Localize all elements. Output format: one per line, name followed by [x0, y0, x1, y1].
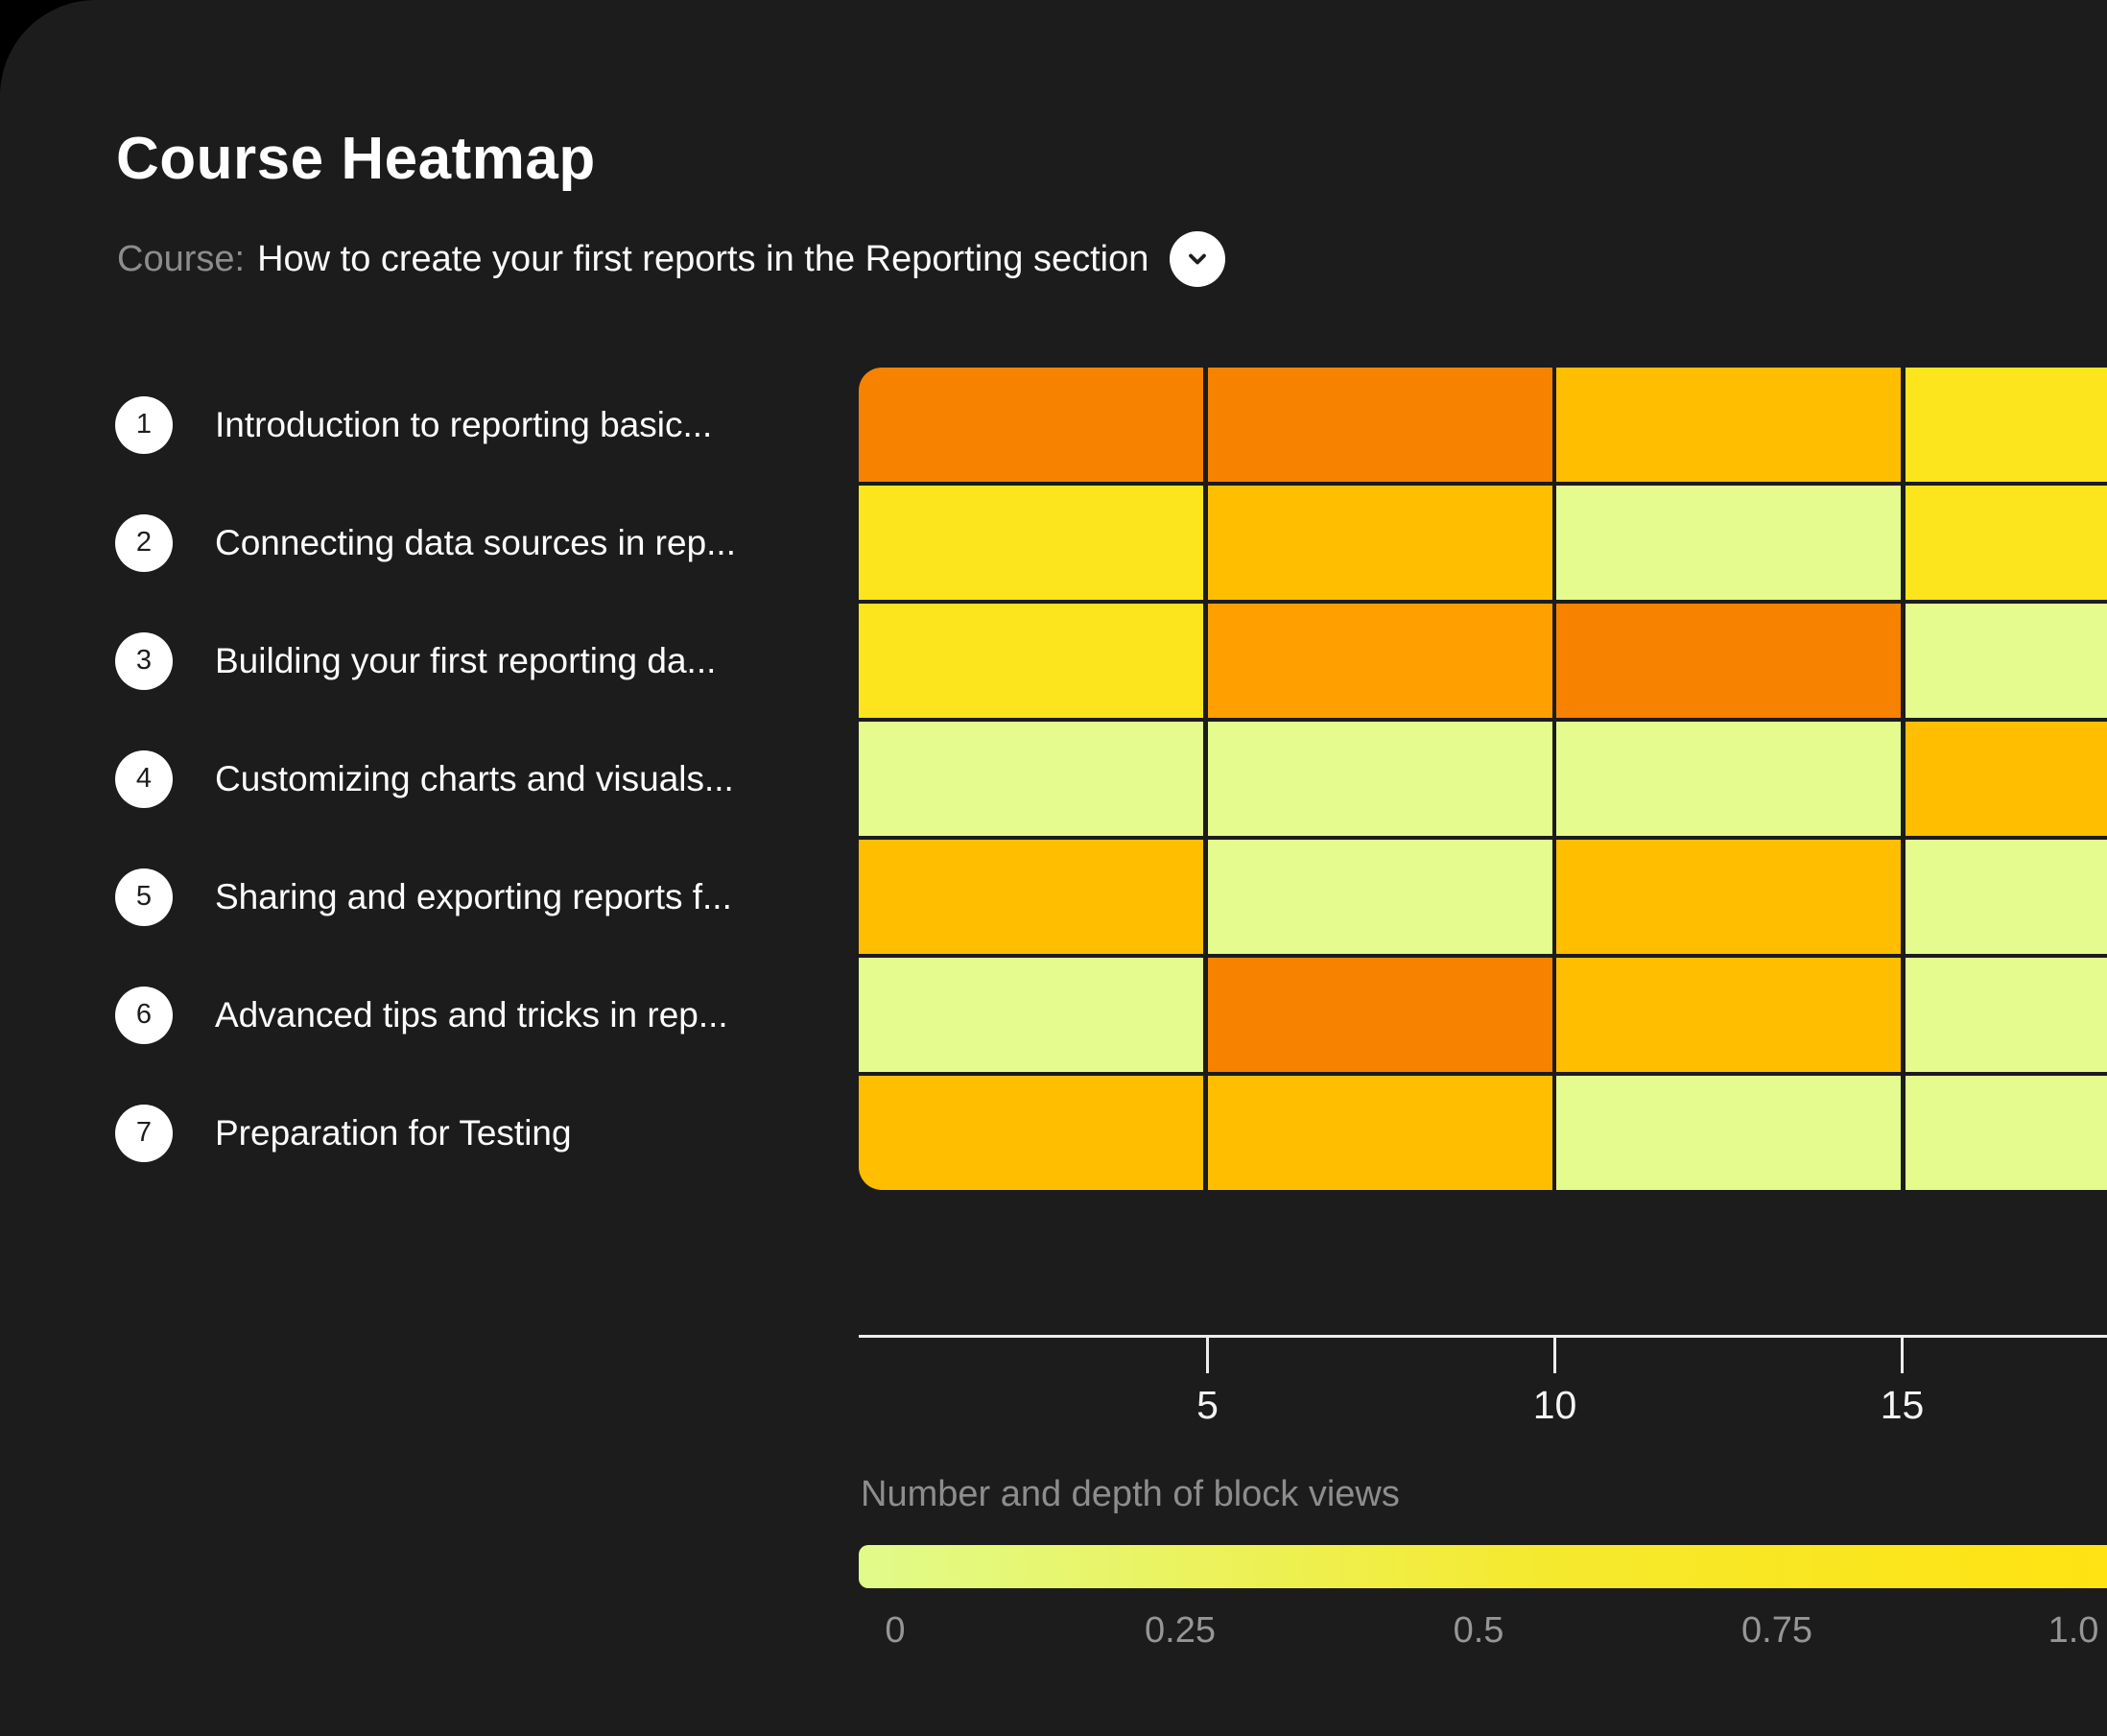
- heatmap-cell-r2-c2[interactable]: [1207, 486, 1552, 600]
- module-title: Preparation for Testing: [215, 1112, 572, 1153]
- heatmap-cell-r5-c2[interactable]: [1207, 840, 1552, 954]
- module-item-3[interactable]: 3 Building your first reporting da...: [115, 602, 806, 720]
- module-item-1[interactable]: 1 Introduction to reporting basic...: [115, 366, 806, 484]
- heatmap-cell-r3-c4[interactable]: [1905, 604, 2107, 718]
- heatmap-cell-r3-c3[interactable]: [1556, 604, 1901, 718]
- chevron-down-icon: [1184, 246, 1211, 273]
- heatmap-cell-r6-c1[interactable]: [859, 958, 1203, 1072]
- module-title: Connecting data sources in rep...: [215, 522, 736, 562]
- module-number-badge: 5: [115, 868, 173, 926]
- heatmap-cell-r7-c3[interactable]: [1556, 1076, 1901, 1190]
- heatmap-cell-r4-c4[interactable]: [1905, 722, 2107, 836]
- module-title: Introduction to reporting basic...: [215, 404, 713, 444]
- x-axis-tick: [1901, 1338, 1904, 1373]
- course-selector: Course: How to create your first reports…: [117, 230, 1226, 288]
- module-item-4[interactable]: 4 Customizing charts and visuals...: [115, 720, 806, 838]
- module-item-5[interactable]: 5 Sharing and exporting reports f...: [115, 838, 806, 956]
- x-axis-tick-label: 5: [1196, 1383, 1219, 1427]
- heatmap-cell-r1-c3[interactable]: [1556, 368, 1901, 482]
- module-item-2[interactable]: 2 Connecting data sources in rep...: [115, 484, 806, 602]
- heatmap-cell-r1-c1[interactable]: [859, 368, 1203, 482]
- module-title: Advanced tips and tricks in rep...: [215, 994, 728, 1034]
- legend-gradient-bar: [859, 1545, 2107, 1588]
- heatmap-cell-r3-c2[interactable]: [1207, 604, 1552, 718]
- heatmap-cell-r6-c2[interactable]: [1207, 958, 1552, 1072]
- heatmap-cell-r4-c3[interactable]: [1556, 722, 1901, 836]
- heatmap-cell-r7-c2[interactable]: [1207, 1076, 1552, 1190]
- legend-tick-label: 0.75: [1741, 1610, 1812, 1651]
- heatmap-cell-r4-c1[interactable]: [859, 722, 1203, 836]
- x-axis: 5 10 15: [859, 1335, 2107, 1427]
- module-item-7[interactable]: 7 Preparation for Testing: [115, 1074, 806, 1192]
- x-axis-tick-label: 10: [1532, 1383, 1577, 1427]
- heatmap-cell-r7-c1[interactable]: [859, 1076, 1203, 1190]
- module-number-badge: 6: [115, 986, 173, 1044]
- legend-tick-label: 0.5: [1453, 1610, 1504, 1651]
- x-axis-tick: [1206, 1338, 1209, 1373]
- heatmap-cell-r1-c2[interactable]: [1207, 368, 1552, 482]
- x-axis-line: [859, 1335, 2107, 1338]
- heatmap: [859, 368, 2107, 1190]
- heatmap-cell-r1-c4[interactable]: [1905, 368, 2107, 482]
- legend-tick-label: 0: [885, 1610, 906, 1651]
- course-value: How to create your first reports in the …: [257, 238, 1149, 279]
- legend-ticks: 0 0.25 0.5 0.75 1.0: [859, 1610, 2107, 1653]
- heatmap-cell-r6-c3[interactable]: [1556, 958, 1901, 1072]
- page-title: Course Heatmap: [116, 126, 596, 192]
- heatmap-cell-r4-c2[interactable]: [1207, 722, 1552, 836]
- heatmap-cell-r2-c3[interactable]: [1556, 486, 1901, 600]
- legend-tick-label: 0.25: [1145, 1610, 1216, 1651]
- heatmap-cell-r5-c1[interactable]: [859, 840, 1203, 954]
- heatmap-cell-r3-c1[interactable]: [859, 604, 1203, 718]
- module-number-badge: 1: [115, 395, 173, 454]
- x-axis-tick: [1553, 1338, 1556, 1373]
- legend-label: Number and depth of block views: [861, 1474, 1400, 1514]
- heatmap-cell-r2-c1[interactable]: [859, 486, 1203, 600]
- heatmap-cell-r2-c4[interactable]: [1905, 486, 2107, 600]
- heatmap-cell-r5-c4[interactable]: [1905, 840, 2107, 954]
- x-axis-tick-label: 15: [1880, 1383, 1925, 1427]
- module-title: Customizing charts and visuals...: [215, 758, 734, 798]
- course-label: Course:: [117, 238, 246, 279]
- heatmap-cell-r6-c4[interactable]: [1905, 958, 2107, 1072]
- heatmap-cell-r5-c3[interactable]: [1556, 840, 1901, 954]
- module-title: Sharing and exporting reports f...: [215, 876, 732, 916]
- legend-tick-label: 1.0: [2048, 1610, 2099, 1651]
- module-number-badge: 7: [115, 1104, 173, 1162]
- module-number-badge: 2: [115, 513, 173, 572]
- module-item-6[interactable]: 6 Advanced tips and tricks in rep...: [115, 956, 806, 1074]
- module-number-badge: 4: [115, 749, 173, 808]
- module-title: Building your first reporting da...: [215, 640, 717, 680]
- heatmap-cell-r7-c4[interactable]: [1905, 1076, 2107, 1190]
- module-number-badge: 3: [115, 631, 173, 690]
- course-dropdown-button[interactable]: [1170, 231, 1226, 287]
